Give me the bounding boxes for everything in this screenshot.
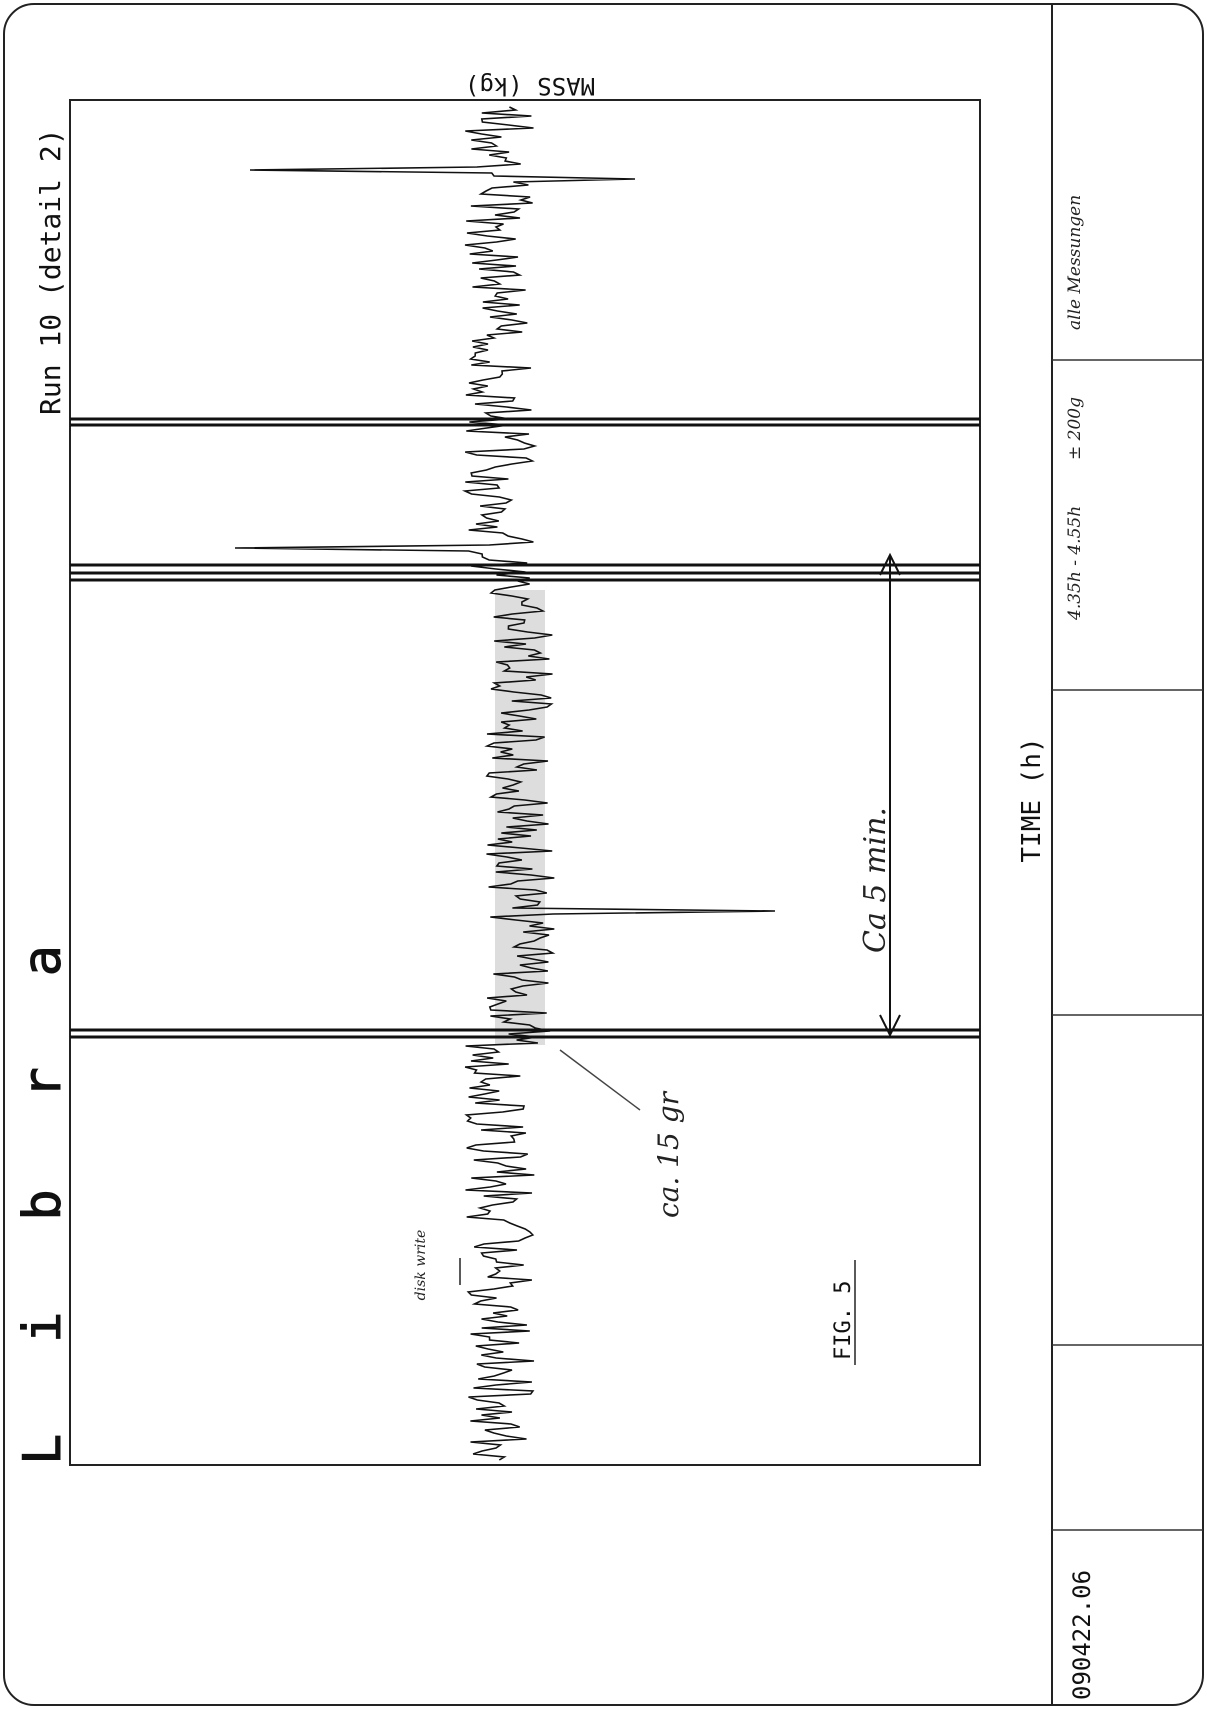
- sheet: Libra Run 10 (detail 2) MASS (kg) TIME (…: [0, 0, 1207, 1709]
- page: {"logo": "Libra", "chart": {"title": "Ru…: [0, 0, 1207, 1709]
- duration-note: Ca 5 min.: [858, 807, 893, 953]
- chart-title: Run 10 (detail 2): [34, 128, 67, 415]
- x-axis-label: TIME (h): [1017, 737, 1047, 862]
- tolerance: ± 200g: [1065, 397, 1085, 460]
- disk-write-note: disk write: [413, 1230, 429, 1301]
- figure-label: FIG. 5: [831, 1281, 856, 1360]
- step-note: ca. 15 gr: [652, 1090, 685, 1218]
- time-range: 4.35h - 4.55h: [1065, 506, 1085, 621]
- y-axis-label: MASS (kg): [465, 72, 595, 100]
- footer-note: alle Messungen: [1065, 195, 1085, 330]
- document-id: 090422.06: [1068, 1570, 1096, 1700]
